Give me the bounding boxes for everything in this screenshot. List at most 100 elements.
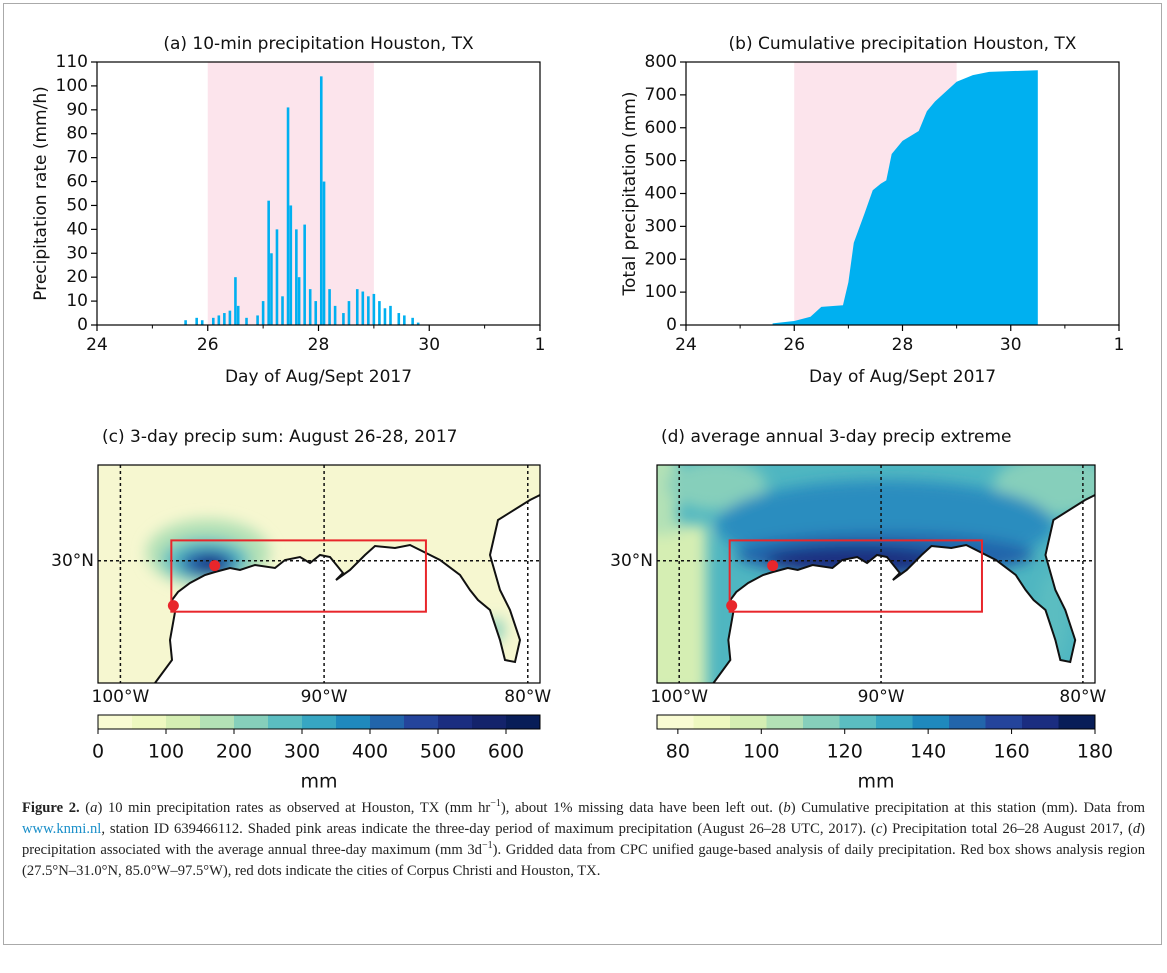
bar	[361, 291, 365, 325]
caption-run: ). Gridded data from CPC unified gauge-b…	[22, 842, 1146, 879]
caption-run: b	[783, 800, 791, 816]
bar	[328, 289, 331, 325]
map-field	[657, 465, 1096, 684]
colorbar-tick-label: 500	[420, 741, 456, 763]
map-frame	[97, 464, 541, 684]
colorbar-bin	[839, 715, 877, 729]
colorbar-bin	[132, 715, 167, 729]
bar	[195, 317, 198, 325]
colorbar-bin	[336, 715, 371, 729]
analysis-box	[170, 539, 427, 613]
bar	[234, 277, 237, 325]
y-tick-label: 100	[645, 282, 677, 302]
colorbar-bin	[985, 715, 1023, 729]
x-tick-label: 28	[892, 335, 914, 355]
x-tick-label: 1	[535, 335, 546, 355]
y-tick-label: 60	[66, 172, 88, 192]
bar	[416, 322, 420, 325]
y-tick-label: 30	[66, 243, 88, 263]
caption-run: , station ID 639466112. Shaded pink area…	[101, 821, 876, 837]
bar	[295, 229, 298, 325]
analysis-box	[728, 539, 983, 613]
caption-run: c	[875, 821, 883, 837]
bar	[319, 76, 323, 325]
colorbar-tick-label: 180	[1077, 741, 1113, 763]
caption-run: ), about 1% missing data have been left …	[500, 800, 784, 816]
coastline	[154, 494, 541, 684]
colorbar-bin	[404, 715, 439, 729]
bar	[389, 305, 392, 325]
bar	[367, 296, 370, 325]
colorbar-tick-label: 160	[993, 741, 1029, 763]
caption-run: d	[1132, 821, 1141, 837]
colorbar-tick-label: 400	[352, 741, 388, 763]
colorbar-frame	[97, 714, 541, 730]
y-axis-label: Precipitation rate (mm/h)	[31, 86, 51, 300]
x-tick-label: 100°W	[650, 687, 708, 707]
y-tick-label: 800	[645, 52, 677, 72]
x-tick-label: 80°W	[504, 687, 551, 707]
x-tick-label: 24	[675, 335, 697, 355]
x-tick-label: 1	[1114, 335, 1125, 355]
bar	[322, 181, 326, 325]
colorbar-bin	[98, 715, 133, 729]
colorbar-bin	[234, 715, 269, 729]
map-frame	[656, 464, 1096, 684]
y-tick-label: 20	[66, 267, 88, 287]
y-tick-label: 0	[77, 315, 88, 335]
colorbar-bin	[1058, 715, 1096, 729]
colorbar-bin	[302, 715, 337, 729]
chart-title: (a) 10-min precipitation Houston, TX	[163, 34, 474, 54]
chart-title: (d) average annual 3-day precip extreme	[661, 427, 1011, 447]
y-tick-label: 50	[66, 195, 88, 215]
bar	[261, 301, 265, 325]
bar	[245, 317, 248, 325]
caption-run: Figure 2.	[22, 800, 80, 816]
cumulative-area	[772, 70, 1038, 325]
caption-run: ) Cumulative precipitation at this stati…	[790, 800, 1145, 816]
x-tick-label: 80°W	[1059, 687, 1106, 707]
x-axis-label: Day of Aug/Sept 2017	[225, 367, 412, 387]
bar	[270, 253, 273, 325]
x-axis-label: Day of Aug/Sept 2017	[809, 367, 996, 387]
colorbar-tick-label: 100	[148, 741, 184, 763]
city-dot	[767, 560, 779, 572]
y-tick-label: 90	[66, 100, 88, 120]
bar	[228, 310, 232, 325]
bar	[200, 320, 204, 325]
bar	[223, 313, 226, 325]
bar	[383, 308, 387, 325]
colorbar-bin	[657, 715, 694, 729]
bar	[267, 200, 270, 325]
y-tick-label: 40	[66, 219, 88, 239]
colorbar-frame	[656, 714, 1096, 730]
colorbar-tick-label: 120	[827, 741, 863, 763]
bar	[397, 313, 401, 325]
colorbar-bin	[438, 715, 473, 729]
caption-run: ) 10 min precipitation rates as observed…	[97, 800, 491, 816]
y-tick-label: 600	[645, 118, 677, 138]
colorbar-tick-label: 100	[743, 741, 779, 763]
colorbar-bin	[693, 715, 731, 729]
colorbar-tick-label: 140	[910, 741, 946, 763]
colorbar-bin	[766, 715, 804, 729]
city-dot	[167, 600, 179, 612]
x-tick-label: 24	[86, 335, 108, 355]
city-dot	[209, 560, 221, 572]
bar	[308, 289, 312, 325]
caption-run[interactable]: www.knmi.nl	[22, 821, 102, 837]
caption-run: (	[79, 800, 91, 816]
x-tick-label: 90°W	[858, 687, 905, 707]
colorbar-tick-label: 200	[216, 741, 252, 763]
colorbar-bin	[472, 715, 507, 729]
colorbar-bin	[949, 715, 986, 729]
y-tick-label: 110	[56, 52, 88, 72]
x-tick-label: 90°W	[301, 687, 348, 707]
figure-caption: Figure 2. (a) 10 min precipitation rates…	[22, 798, 1145, 882]
caption-run: ) Precipitation total 26–28 August 2017,…	[882, 821, 1133, 837]
bar	[347, 301, 351, 325]
bar	[378, 301, 381, 325]
colorbar-tick-label: 300	[284, 741, 320, 763]
y-tick-label: 200	[645, 249, 677, 269]
